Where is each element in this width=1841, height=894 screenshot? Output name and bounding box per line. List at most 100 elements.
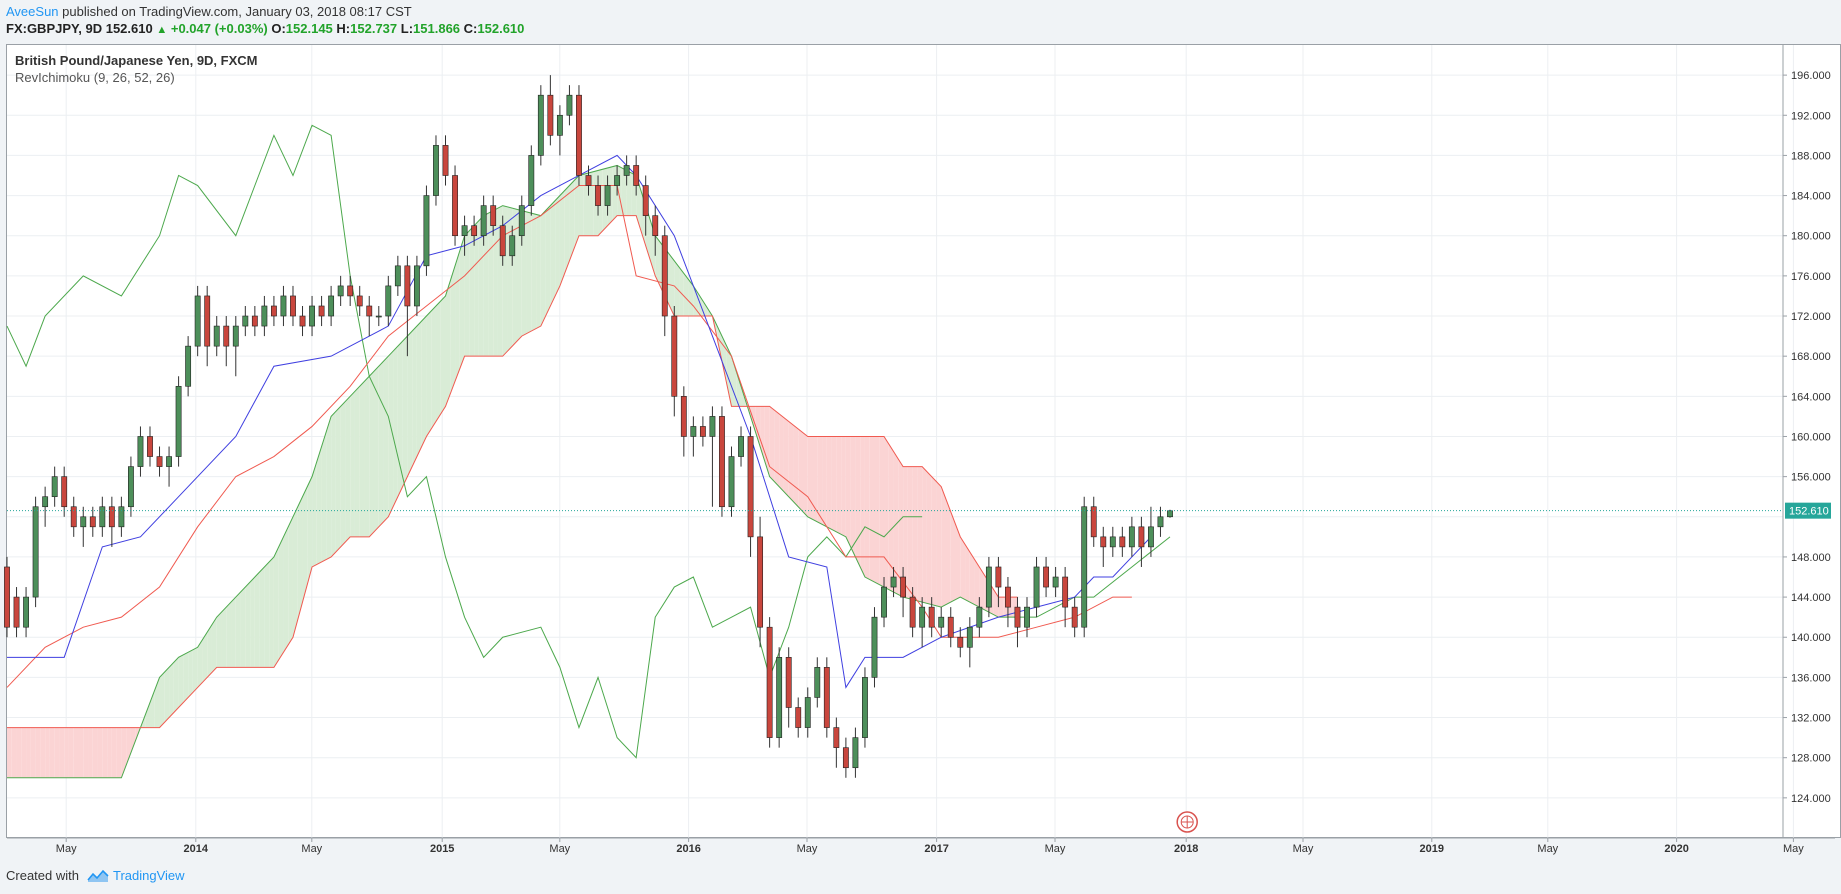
cloud-segment	[435, 300, 441, 422]
candle-body	[566, 94, 573, 116]
candle-body	[1138, 526, 1145, 548]
cloud-segment	[116, 727, 122, 778]
cloud-segment	[812, 436, 818, 522]
candle-body	[99, 506, 106, 528]
y-tick-label: 164.000	[1791, 391, 1831, 403]
candle-body	[61, 476, 68, 508]
cloud-segment	[30, 727, 36, 778]
cloud-segment	[483, 213, 489, 357]
candle-body	[471, 225, 478, 237]
cloud-segment	[559, 190, 565, 286]
candle-body	[423, 195, 430, 267]
cloud-segment	[764, 406, 770, 477]
cloud-segment	[7, 727, 12, 778]
cloud-segment	[354, 386, 360, 537]
open-label: O:	[271, 21, 286, 36]
cloud-segment	[192, 647, 198, 693]
cloud-segment	[721, 336, 727, 384]
cloud-segment	[822, 436, 827, 527]
cloud-segment	[774, 410, 780, 487]
cloud-segment	[779, 413, 784, 492]
cloud-segment	[798, 428, 803, 512]
cloud-segment	[45, 727, 50, 778]
cloud-segment	[478, 215, 484, 357]
cloud-segment	[397, 341, 403, 497]
candle-body	[528, 155, 535, 206]
y-tick-label: 176.000	[1791, 271, 1831, 283]
cloud-segment	[383, 356, 389, 522]
cloud-segment	[955, 524, 961, 600]
candle-body	[23, 596, 29, 628]
cloud-segment	[216, 612, 222, 668]
candle-body	[185, 345, 192, 387]
high-label: H:	[336, 21, 351, 36]
y-tick-label: 132.000	[1791, 713, 1831, 725]
cloud-segment	[412, 326, 417, 467]
candle-body	[585, 175, 592, 186]
tradingview-link[interactable]: TradingView	[87, 868, 185, 883]
candle-body	[881, 586, 887, 618]
cloud-segment	[931, 476, 937, 606]
legend-indicator[interactable]: RevIchimoku (9, 26, 52, 26)	[15, 70, 175, 85]
candle-body	[223, 325, 230, 347]
lagging-span-line	[6, 124, 923, 759]
candle-body	[757, 536, 764, 628]
cloud-segment	[307, 476, 313, 585]
cloud-segment	[416, 321, 422, 457]
cloud-segment	[164, 667, 170, 723]
cloud-segment	[211, 617, 217, 673]
cloud-segment	[874, 436, 880, 585]
cloud-segment	[321, 431, 327, 562]
candle-body	[290, 295, 296, 317]
cloud-segment	[841, 436, 846, 537]
y-tick-label: 136.000	[1791, 672, 1831, 684]
candle-body	[871, 616, 878, 678]
cloud-segment	[235, 592, 241, 668]
cloud-segment	[288, 516, 293, 645]
candle-body	[1024, 606, 1030, 628]
candle-body	[328, 295, 335, 317]
y-tick-label: 172.000	[1791, 311, 1831, 323]
cloud-segment	[907, 466, 913, 600]
candle-body	[1052, 576, 1059, 588]
cloud-segment	[21, 727, 27, 778]
cloud-segment	[550, 200, 556, 306]
candle-body	[728, 456, 735, 508]
cloud-segment	[960, 536, 966, 600]
cloud-segment	[202, 632, 208, 683]
cloud-segment	[145, 702, 150, 728]
cloud-segment	[612, 165, 618, 221]
cloud-segment	[440, 295, 446, 414]
author-link[interactable]: AveeSun	[6, 4, 59, 19]
low-value: 151.866	[413, 21, 461, 36]
cloud-segment	[49, 727, 55, 778]
cloud-segment	[926, 471, 932, 605]
cloud-segment	[107, 727, 112, 778]
candle-body	[1119, 536, 1126, 548]
cloud-segment	[178, 654, 184, 708]
candle-body	[232, 325, 239, 347]
cloud-segment	[588, 171, 594, 236]
candle-body	[947, 616, 954, 638]
cloud-segment	[264, 561, 270, 668]
cloud-segment	[869, 436, 875, 583]
cloud-segment	[402, 336, 408, 487]
cloud-segment	[879, 436, 885, 588]
candle-body	[576, 94, 582, 176]
candle-body	[823, 667, 830, 728]
candle-body	[699, 426, 706, 437]
candle-body	[137, 436, 144, 467]
candle-body	[251, 315, 258, 327]
y-tick-label: 180.000	[1791, 231, 1831, 243]
y-tick-label: 188.000	[1791, 150, 1831, 162]
cloud-segment	[459, 235, 465, 369]
cloud-segment	[788, 421, 794, 502]
cloud-segment	[83, 727, 89, 778]
candle-body	[661, 235, 668, 317]
cloud-segment	[188, 649, 193, 698]
candle-body	[442, 145, 449, 176]
candle-body	[347, 285, 354, 297]
candle-body	[900, 576, 907, 598]
tradingview-logo-icon	[87, 869, 109, 882]
